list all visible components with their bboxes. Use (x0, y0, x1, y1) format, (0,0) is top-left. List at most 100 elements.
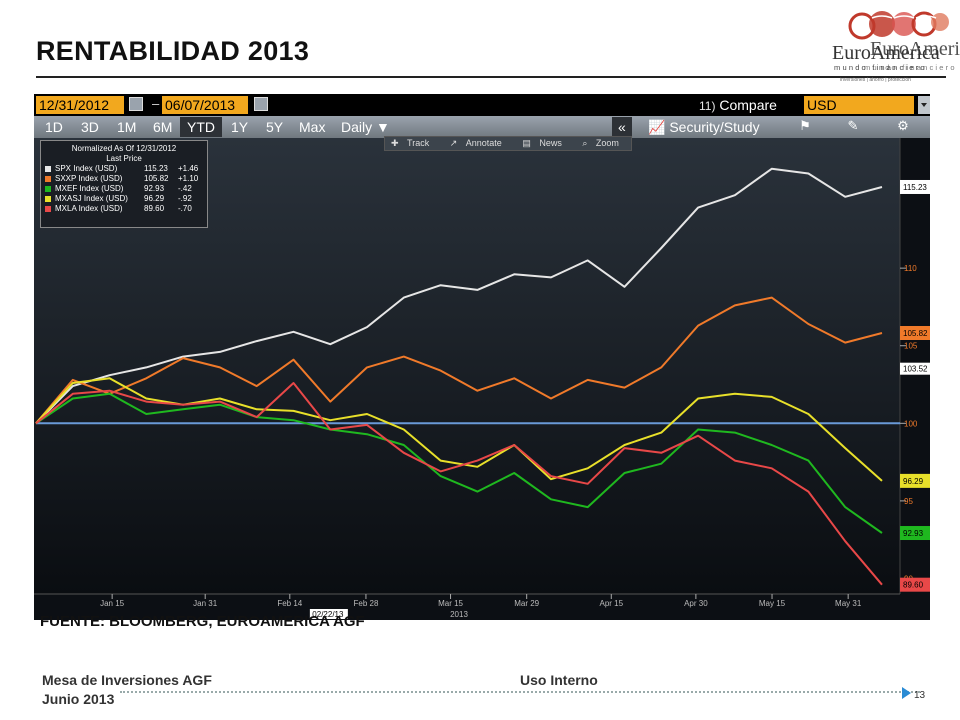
chart-legend: Normalized As Of 12/31/2012 Last Price S… (40, 140, 208, 228)
x-axis-tick-label: Jan 31 (193, 599, 218, 608)
security-study-button[interactable]: 📈 Security/Study (648, 119, 760, 135)
y-axis-tick-label: 110 (904, 264, 917, 273)
logo-subtext: inversiones | ahorro | protección (840, 77, 911, 83)
series-line (35, 167, 883, 425)
highlight-date-box (309, 609, 348, 619)
footer-department: Mesa de Inversiones AGF (42, 672, 212, 688)
series-line (35, 382, 883, 586)
start-date-field[interactable]: 12/31/2012 (36, 96, 124, 114)
footer-date: Junio 2013 (42, 691, 115, 707)
footer-classification: Uso Interno (520, 672, 598, 688)
slide-title: RENTABILIDAD 2013 (36, 36, 310, 66)
edit-icon[interactable]: ✎ (847, 118, 859, 133)
logo-circles-graphic (848, 11, 949, 40)
collapse-button[interactable]: « (612, 117, 632, 137)
x-axis-year-label: 2013 (450, 610, 468, 619)
x-axis-band (34, 594, 930, 620)
extra-price-tag (900, 362, 930, 375)
last-price-label: 96.29 (903, 477, 924, 486)
last-price-tag (900, 526, 930, 541)
period-button-1m[interactable]: 1M (117, 119, 137, 135)
legend-series-name: SPX Index (USD) (55, 164, 118, 173)
last-price-label: 105.82 (903, 329, 928, 338)
x-axis-tick-label: May 15 (759, 599, 786, 608)
news-tool[interactable]: ▤ News (522, 138, 562, 148)
period-button-ytd[interactable]: YTD (180, 117, 222, 137)
last-price-tag (900, 179, 930, 194)
frequency-select[interactable]: Daily ▼ (341, 119, 390, 135)
period-button-3d[interactable]: 3D (81, 119, 99, 135)
period-button-6m[interactable]: 6M (153, 119, 173, 135)
legend-change: -.92 (178, 194, 192, 203)
legend-swatch (45, 206, 51, 212)
x-axis-tick-label: Apr 15 (599, 599, 623, 608)
bookmark-icon[interactable]: ⚑ (799, 118, 811, 133)
chevron-down-icon[interactable] (918, 96, 930, 114)
calendar-icon[interactable] (254, 97, 268, 111)
legend-item: SXXP Index (USD) 105.82 +1.10 (41, 174, 207, 184)
end-date-field[interactable]: 06/07/2013 (162, 96, 248, 114)
legend-last-price: 115.23 (144, 164, 168, 173)
x-axis-tick-label: May 31 (835, 599, 862, 608)
chart-tools-bar: ✚ Track ↗ Annotate ▤ News ⌕ Zoom (384, 136, 632, 151)
y-axis-tick-label: 95 (904, 497, 913, 506)
period-toolbar: 1D 3D 1M 6M YTD 1Y 5Y Max Daily ▼ « 📈 Security/… (34, 116, 930, 138)
period-button-1y[interactable]: 1Y (231, 119, 249, 135)
track-tool[interactable]: ✚ Track (391, 138, 430, 148)
series-line (35, 392, 883, 534)
last-price-tag (900, 326, 930, 340)
legend-last-price: 89.60 (144, 204, 165, 213)
period-button-max[interactable]: Max (299, 119, 326, 135)
x-axis-tick-label: Jan 15 (100, 599, 125, 608)
last-price-label: 92.93 (903, 529, 924, 538)
y-axis-tick-label: 105 (904, 342, 918, 351)
x-axis-tick-label: Apr 30 (684, 599, 708, 608)
euroamerica-logo: EuroAmericaEuroAmerica mundo financierom… (832, 6, 960, 88)
gear-icon[interactable]: ⚙ (897, 118, 909, 133)
x-axis-tick-label: Feb 28 (353, 599, 378, 608)
x-axis-tick-label: Feb 14 (277, 599, 302, 608)
period-button-5y[interactable]: 5Y (266, 119, 284, 135)
currency-select[interactable]: USD (804, 96, 914, 114)
legend-series-name: MXEF Index (USD) (55, 184, 124, 193)
date-range-dash: – (152, 96, 160, 111)
y-axis-tick-label: 100 (904, 419, 918, 428)
legend-series-name: MXASJ Index (USD) (55, 194, 128, 203)
legend-item: MXEF Index (USD) 92.93 -.42 (41, 184, 207, 194)
chevron-down-icon: ▼ (376, 119, 390, 135)
legend-series-name: SXXP Index (USD) (55, 174, 123, 183)
last-price-label: 89.60 (903, 581, 924, 590)
legend-series-name: MXLA Index (USD) (55, 204, 123, 213)
legend-item: MXASJ Index (USD) 96.29 -.92 (41, 194, 207, 204)
legend-item: SPX Index (USD) 115.23 +1.46 (41, 164, 207, 174)
legend-swatch (45, 176, 51, 182)
compare-button[interactable]: 11) Compare (699, 97, 777, 113)
legend-title: Normalized As Of 12/31/2012 (71, 144, 177, 153)
legend-last-price: 92.93 (144, 184, 165, 193)
chart-icon: 📈 (648, 119, 666, 135)
legend-item: MXLA Index (USD) 89.60 -.70 (41, 204, 207, 214)
x-axis-tick-label: Mar 29 (514, 599, 539, 608)
annotate-tool[interactable]: ↗ Annotate (449, 138, 502, 148)
legend-change: -.42 (178, 184, 192, 193)
footer-divider (120, 691, 920, 693)
legend-swatch (45, 186, 51, 192)
page-number: 13 (914, 690, 926, 701)
legend-change: -.70 (178, 204, 192, 213)
legend-last-price: 105.82 (144, 174, 169, 183)
x-axis-tick-label: Mar 15 (438, 599, 463, 608)
zoom-tool[interactable]: ⌕ Zoom (582, 138, 619, 148)
last-price-label: 115.23 (903, 183, 927, 192)
calendar-icon[interactable] (129, 97, 143, 111)
legend-swatch (45, 166, 51, 172)
period-button-1d[interactable]: 1D (45, 119, 63, 135)
logo-tagline: mundo financiero mundo financiero (834, 63, 957, 72)
highlight-date-label: 02/22/13 (312, 610, 344, 619)
date-toolbar: 12/31/2012 – 06/07/2013 11) Compare USD (34, 94, 930, 116)
legend-subtitle: Last Price (106, 154, 142, 163)
logo-brand-text: EuroAmericaEuroAmerica (832, 38, 960, 64)
last-price-tag (900, 473, 930, 488)
legend-swatch (45, 196, 51, 202)
title-divider (36, 76, 946, 78)
series-line (35, 296, 883, 424)
